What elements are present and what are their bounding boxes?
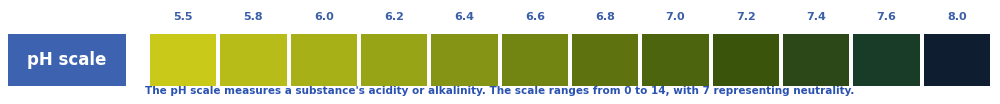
Text: 6.4: 6.4	[454, 12, 475, 22]
Bar	[924, 34, 990, 86]
Bar	[150, 34, 216, 86]
Text: 8.0: 8.0	[947, 12, 967, 22]
Bar	[431, 34, 498, 86]
Text: 5.5: 5.5	[173, 12, 193, 22]
Bar	[713, 34, 779, 86]
Bar	[291, 34, 357, 86]
Text: 6.8: 6.8	[595, 12, 615, 22]
Bar	[220, 34, 287, 86]
Text: pH scale: pH scale	[27, 51, 107, 69]
Bar	[361, 34, 427, 86]
Text: 7.0: 7.0	[666, 12, 685, 22]
Bar	[502, 34, 568, 86]
Text: 5.8: 5.8	[244, 12, 263, 22]
Text: 6.0: 6.0	[314, 12, 334, 22]
Bar	[642, 34, 709, 86]
Text: 7.2: 7.2	[736, 12, 756, 22]
Text: 7.4: 7.4	[806, 12, 826, 22]
Bar	[853, 34, 920, 86]
Bar	[783, 34, 849, 86]
Text: 6.2: 6.2	[384, 12, 404, 22]
Bar	[8, 34, 126, 86]
Text: 7.6: 7.6	[877, 12, 896, 22]
Text: 6.6: 6.6	[525, 12, 545, 22]
Bar	[572, 34, 638, 86]
Text: The pH scale measures a substance's acidity or alkalinity. The scale ranges from: The pH scale measures a substance's acid…	[145, 86, 855, 96]
